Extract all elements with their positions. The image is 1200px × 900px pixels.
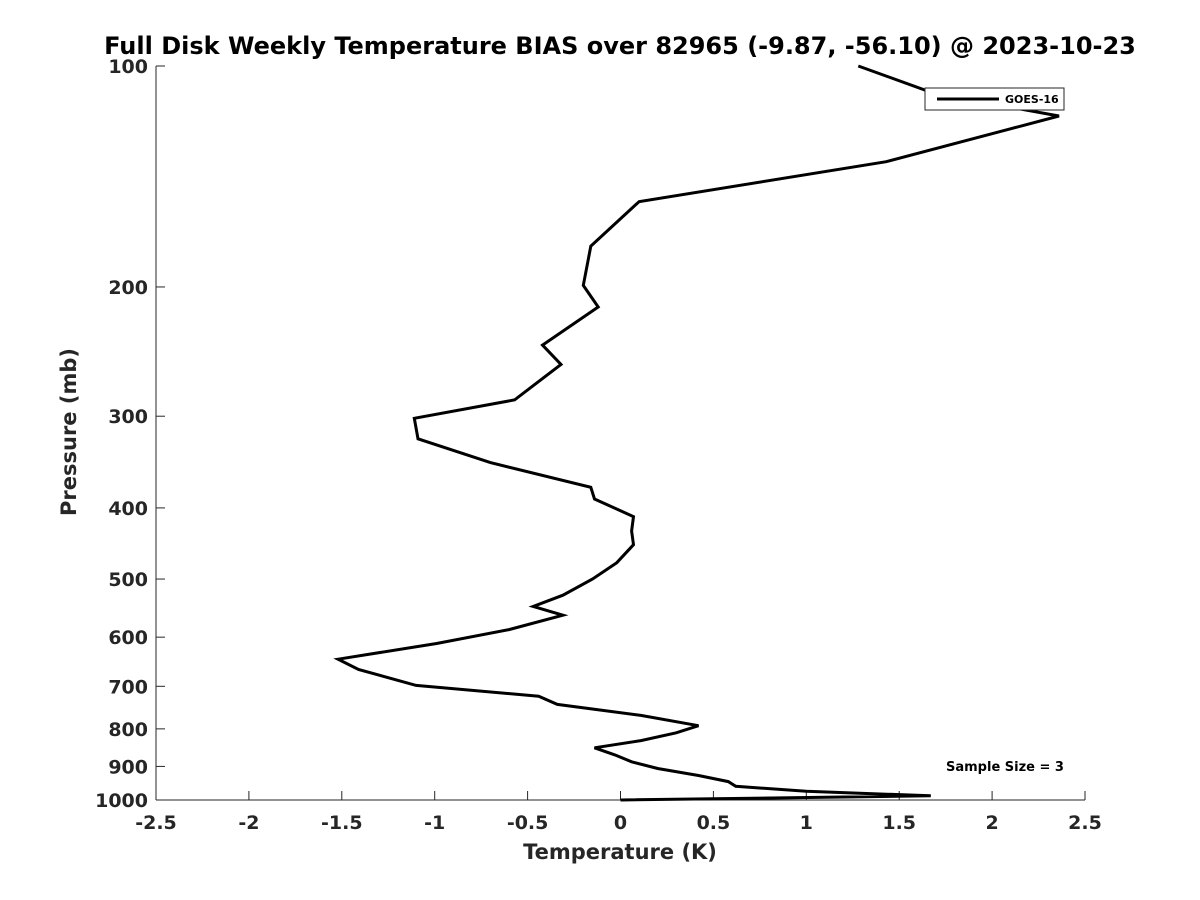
x-tick-label: -1 xyxy=(424,812,445,834)
series-layer xyxy=(333,64,1060,802)
y-tick-label: 200 xyxy=(108,277,148,299)
x-tick-label: 2.5 xyxy=(1068,812,1102,834)
x-tick-label: -0.5 xyxy=(507,812,549,834)
y-axis-label: Pressure (mb) xyxy=(57,348,81,516)
x-tick-label: 0.5 xyxy=(697,812,731,834)
y-tick-label: 300 xyxy=(108,406,148,428)
chart-title: Full Disk Weekly Temperature BIAS over 8… xyxy=(104,32,1136,60)
y-tick-label: 1000 xyxy=(95,790,148,812)
x-tick-label: 1.5 xyxy=(882,812,916,834)
plot-axes: -2.5 -2 -1.5 -1 -0.5 0 0.5 1 1.5 2 2.5 100 200 300 400… xyxy=(95,56,1102,834)
y-tick-label: 400 xyxy=(108,498,148,520)
x-tick-label: -2.5 xyxy=(135,812,177,834)
legend-label: GOES-16 xyxy=(1005,93,1059,106)
y-tick-label: 700 xyxy=(108,676,148,698)
x-tick-label: 1 xyxy=(800,812,813,834)
y-tick-label: 600 xyxy=(108,627,148,649)
series-line-goes-16 xyxy=(333,64,1060,802)
y-tick-label: 500 xyxy=(108,569,148,591)
x-axis-label: Temperature (K) xyxy=(523,840,717,864)
y-tick-label: 800 xyxy=(108,719,148,741)
x-tick-label: 2 xyxy=(985,812,998,834)
y-tick-label: 100 xyxy=(108,56,148,78)
sample-size-annotation: Sample Size = 3 xyxy=(946,760,1064,775)
y-tick-label: 900 xyxy=(108,756,148,778)
x-tick-label: -2 xyxy=(238,812,259,834)
x-tick-label: 0 xyxy=(614,812,627,834)
x-tick-label: -1.5 xyxy=(321,812,363,834)
legend: GOES-16 xyxy=(924,87,1065,111)
